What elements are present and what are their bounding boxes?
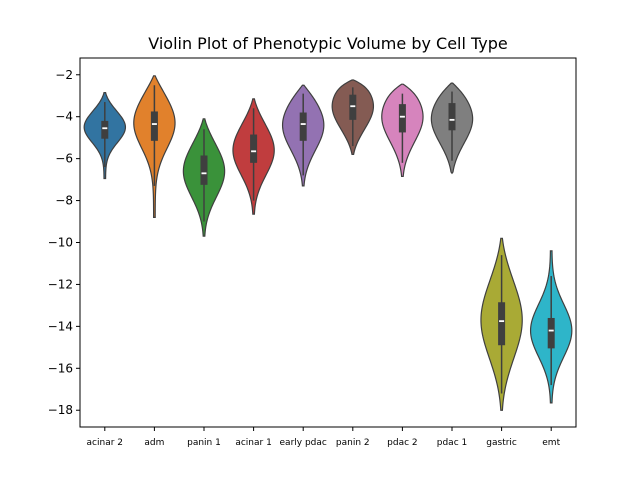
x-tick-label: early pdac	[280, 438, 327, 448]
violin-iqr-box	[349, 94, 357, 120]
violin-acinar-2	[83, 91, 127, 180]
x-tick-label: emt	[542, 438, 560, 448]
y-tick-label: −4	[55, 110, 73, 124]
violin-iqr-box	[200, 155, 208, 185]
x-axis: acinar 2 adm panin 1 acinar 1 early pdac pani…	[87, 427, 561, 448]
y-tick-label: −12	[48, 277, 73, 291]
y-tick-label: −6	[55, 152, 73, 166]
y-axis: −2 −4 −6 −8 −10 −12 −14 −16 −18	[48, 68, 80, 417]
y-tick-label: −2	[55, 68, 73, 82]
violin-iqr-box	[101, 120, 109, 139]
violin-gastric	[480, 237, 523, 411]
x-tick-label: pdac 1	[437, 438, 467, 448]
violin-iqr-box	[498, 302, 506, 346]
violin-iqr-box	[547, 317, 555, 349]
violin-iqr-box	[448, 103, 456, 131]
x-tick-label: panin 2	[336, 438, 370, 448]
y-tick-label: −10	[48, 236, 73, 250]
violin-emt	[529, 250, 573, 404]
x-tick-label: adm	[144, 438, 164, 448]
x-tick-label: acinar 1	[235, 438, 271, 448]
x-tick-label: pdac 2	[387, 438, 417, 448]
x-tick-label: panin 1	[187, 438, 221, 448]
violin-iqr-box	[299, 112, 307, 141]
violin-acinar-1	[232, 98, 275, 215]
plot-area	[83, 75, 573, 411]
violin-early-pdac	[281, 84, 325, 187]
y-tick-label: −18	[48, 403, 73, 417]
y-tick-label: −16	[48, 361, 73, 375]
x-tick-label: gastric	[486, 438, 517, 448]
violin-iqr-box	[150, 111, 158, 141]
violin-iqr-box	[398, 104, 406, 133]
plot-frame	[79, 57, 577, 428]
chart-title: Violin Plot of Phenotypic Volume by Cell…	[148, 34, 508, 53]
violin-pdac-2	[381, 83, 424, 178]
violin-panin-1	[182, 118, 226, 237]
violin-pdac-1	[430, 82, 474, 175]
x-tick-label: acinar 2	[87, 438, 123, 448]
violin-adm	[133, 75, 176, 218]
violin-iqr-box	[250, 134, 258, 163]
y-tick-label: −8	[55, 194, 73, 208]
violin-panin-2	[331, 79, 375, 156]
y-tick-label: −14	[48, 319, 73, 333]
